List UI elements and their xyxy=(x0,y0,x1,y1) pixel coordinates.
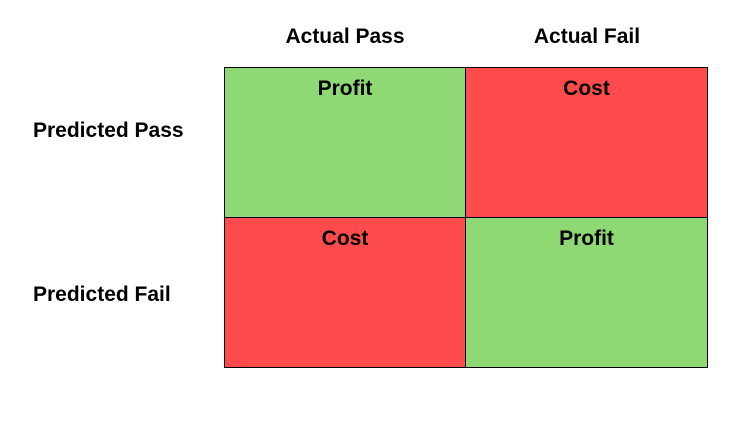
row-header-predicted-fail: Predicted Fail xyxy=(33,283,171,306)
cell-predicted-fail-actual-pass: Cost xyxy=(225,217,466,367)
row-header-predicted-pass: Predicted Pass xyxy=(33,119,184,142)
column-header-actual-fail: Actual Fail xyxy=(533,25,641,48)
confusion-matrix-grid: Profit Cost Cost Profit xyxy=(224,67,708,368)
cell-predicted-pass-actual-pass: Profit xyxy=(225,68,466,218)
cell-predicted-fail-actual-fail: Profit xyxy=(466,217,707,367)
cell-predicted-pass-actual-fail: Cost xyxy=(466,68,707,218)
column-header-actual-pass: Actual Pass xyxy=(285,25,405,48)
